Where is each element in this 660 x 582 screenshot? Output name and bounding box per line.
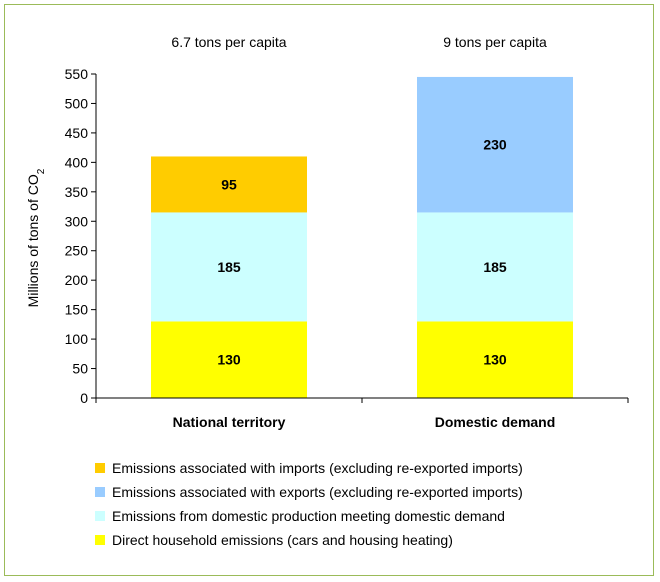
legend-item-0: Emissions associated with imports (exclu… [95, 456, 640, 480]
data-label-0-0: 130 [217, 352, 241, 368]
legend-label-2: Emissions from domestic production meeti… [112, 508, 505, 524]
legend-item-1: Emissions associated with exports (exclu… [95, 480, 640, 504]
y-tick-label-6: 300 [65, 213, 89, 229]
legend-item-3: Direct household emissions (cars and hou… [95, 528, 640, 552]
y-tick-label-2: 100 [65, 331, 89, 347]
y-axis-label: Millions of tons of CO2 [25, 168, 47, 307]
y-tick-label-1: 50 [72, 361, 88, 377]
bar-segment-1-0 [417, 321, 573, 398]
data-label-0-1: 185 [217, 259, 241, 275]
category-label-1: Domestic demand [435, 414, 556, 430]
legend-item-2: Emissions from domestic production meeti… [95, 504, 640, 528]
y-tick-label-7: 350 [65, 184, 89, 200]
legend-swatch-2 [95, 511, 105, 521]
legend-swatch-3 [95, 535, 105, 545]
y-tick-label-5: 250 [65, 243, 89, 259]
y-tick-label-9: 450 [65, 125, 89, 141]
category-label-0: National territory [173, 414, 286, 430]
legend: Emissions associated with imports (exclu… [95, 456, 640, 552]
y-tick-label-11: 550 [65, 66, 89, 82]
per-capita-annotation-1: 9 tons per capita [443, 34, 547, 50]
y-tick-label-3: 150 [65, 302, 89, 318]
data-label-1-0: 130 [483, 352, 507, 368]
y-tick-label-10: 500 [65, 95, 89, 111]
bar-segment-1-3 [417, 76, 573, 213]
legend-label-0: Emissions associated with imports (exclu… [112, 460, 523, 476]
y-tick-label-0: 0 [80, 390, 88, 406]
y-tick-label-8: 400 [65, 154, 89, 170]
y-axis-label-main: Millions of tons of CO [25, 174, 41, 307]
data-label-0-2: 95 [221, 176, 237, 192]
bar-segment-0-0 [151, 321, 307, 398]
legend-swatch-0 [95, 463, 105, 473]
legend-swatch-1 [95, 487, 105, 497]
y-tick-label-4: 200 [65, 272, 89, 288]
legend-label-3: Direct household emissions (cars and hou… [112, 532, 453, 548]
bar-segment-1-1 [417, 212, 573, 322]
per-capita-annotation-0: 6.7 tons per capita [171, 34, 286, 50]
legend-label-1: Emissions associated with exports (exclu… [112, 484, 523, 500]
bar-segment-0-1 [151, 212, 307, 322]
data-label-1-1: 185 [483, 259, 507, 275]
bar-segment-0-2 [151, 156, 307, 213]
data-label-1-3: 230 [483, 137, 507, 153]
y-axis-label-subscript: 2 [36, 168, 47, 174]
